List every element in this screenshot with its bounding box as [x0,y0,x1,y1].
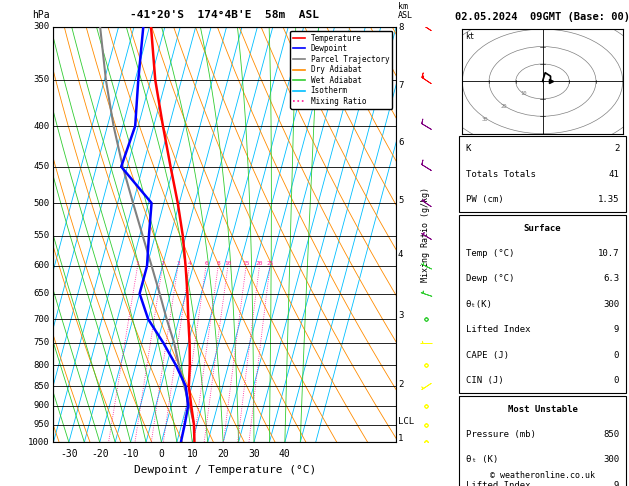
Text: 550: 550 [33,231,49,241]
Text: 850: 850 [33,382,49,391]
Text: 400: 400 [33,122,49,131]
Text: 0: 0 [159,449,164,459]
Text: Lifted Index: Lifted Index [466,481,530,486]
Text: 2: 2 [614,144,619,153]
Text: K: K [466,144,471,153]
Text: 4: 4 [187,261,191,266]
Text: 750: 750 [33,338,49,347]
Text: 500: 500 [33,199,49,208]
Text: θₜ (K): θₜ (K) [466,455,498,464]
Text: 20: 20 [256,261,263,266]
Text: 600: 600 [33,261,49,270]
Text: 350: 350 [33,75,49,85]
Bar [459,215,626,393]
Text: 25: 25 [266,261,274,266]
Text: 3: 3 [398,311,403,320]
Text: 10: 10 [224,261,231,266]
Text: 300: 300 [603,300,619,309]
Text: -30: -30 [60,449,78,459]
Text: 850: 850 [603,430,619,439]
Bar [459,136,626,212]
Text: 7: 7 [398,81,403,90]
Text: Lifted Index: Lifted Index [466,325,530,334]
Text: hPa: hPa [31,11,49,20]
Text: 2: 2 [398,380,403,389]
Text: 1: 1 [136,261,140,266]
Text: LCL: LCL [398,417,414,426]
Text: 40: 40 [279,449,291,459]
Text: Dewp (°C): Dewp (°C) [466,275,515,283]
Text: 800: 800 [33,361,49,370]
Text: 20: 20 [501,104,507,109]
Text: -41°20'S  174°4B'E  58m  ASL: -41°20'S 174°4B'E 58m ASL [130,11,320,20]
Text: 3: 3 [176,261,180,266]
Text: 15: 15 [242,261,250,266]
Text: 900: 900 [33,401,49,410]
Text: 6: 6 [204,261,208,266]
Text: 5: 5 [398,196,403,206]
Text: CIN (J): CIN (J) [466,376,503,385]
Text: CAPE (J): CAPE (J) [466,351,509,360]
Text: 950: 950 [33,420,49,429]
Text: 20: 20 [217,449,229,459]
Text: 10.7: 10.7 [598,249,619,258]
Text: 10: 10 [186,449,198,459]
Text: 1.35: 1.35 [598,195,619,204]
Text: Totals Totals: Totals Totals [466,170,536,179]
Text: © weatheronline.co.uk: © weatheronline.co.uk [490,471,595,480]
Text: θₜ(K): θₜ(K) [466,300,493,309]
Text: 300: 300 [603,455,619,464]
Text: 300: 300 [33,22,49,31]
Text: -20: -20 [91,449,109,459]
Text: Surface: Surface [524,224,561,233]
Text: Temp (°C): Temp (°C) [466,249,515,258]
Text: 0: 0 [614,376,619,385]
Text: 02.05.2024  09GMT (Base: 00): 02.05.2024 09GMT (Base: 00) [455,12,629,22]
Text: Pressure (mb): Pressure (mb) [466,430,536,439]
Text: 0: 0 [614,351,619,360]
Text: Dewpoint / Temperature (°C): Dewpoint / Temperature (°C) [134,465,316,475]
Text: 1000: 1000 [28,438,49,447]
Bar [459,397,626,486]
Text: 10: 10 [520,91,526,96]
Text: 650: 650 [33,289,49,298]
Text: 9: 9 [614,325,619,334]
Text: 30: 30 [248,449,260,459]
Text: 6: 6 [398,139,403,147]
Legend: Temperature, Dewpoint, Parcel Trajectory, Dry Adiabat, Wet Adiabat, Isotherm, Mi: Temperature, Dewpoint, Parcel Trajectory… [290,31,392,109]
Text: PW (cm): PW (cm) [466,195,503,204]
Text: Most Unstable: Most Unstable [508,404,577,414]
Text: Mixing Ratio (g/kg): Mixing Ratio (g/kg) [421,187,430,282]
Text: 4: 4 [398,250,403,259]
Text: 8: 8 [216,261,220,266]
Text: 700: 700 [33,314,49,324]
Text: 450: 450 [33,162,49,171]
Text: 2: 2 [160,261,164,266]
Text: 6.3: 6.3 [603,275,619,283]
Text: 1: 1 [398,434,403,443]
Text: 8: 8 [398,23,403,33]
Text: kt: kt [465,32,475,41]
Text: km
ASL: km ASL [398,2,413,20]
Text: -10: -10 [122,449,140,459]
Text: 9: 9 [614,481,619,486]
Text: 41: 41 [608,170,619,179]
Text: 30: 30 [482,117,488,122]
